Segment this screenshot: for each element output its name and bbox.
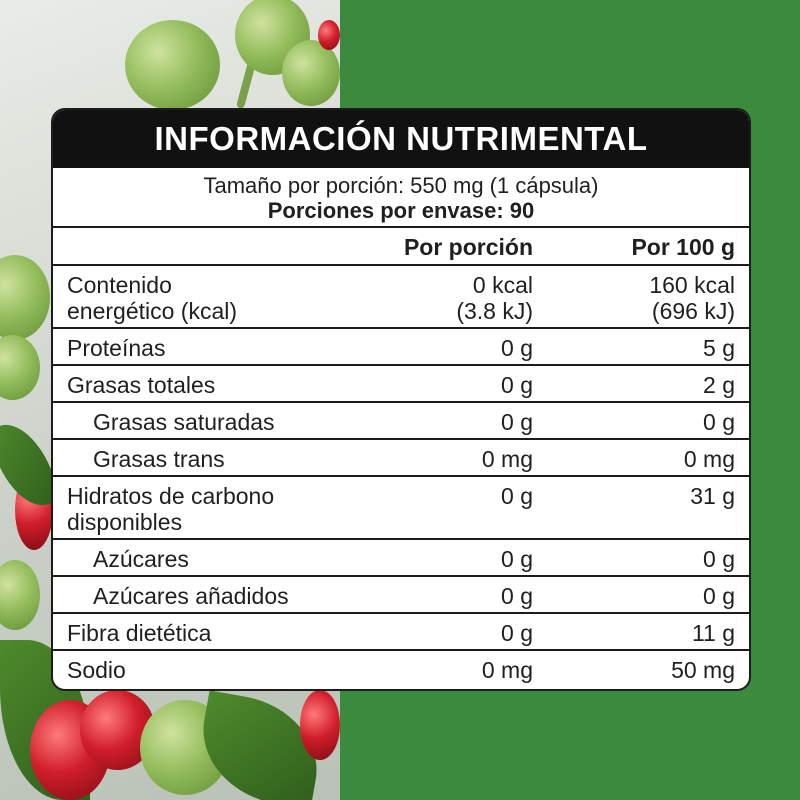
table-row-carbohydrates: Hidratos de carbono disponibles 0 g 31 g	[53, 477, 749, 540]
row-value-per-100g: 0 g	[703, 546, 735, 572]
row-value-per-serving: 0 mg	[481, 657, 533, 683]
row-label: Grasas saturadas	[93, 409, 275, 435]
table-row-saturated-fat: Grasas saturadas 0 g 0 g	[53, 403, 749, 440]
table-row-fiber: Fibra dietética 0 g 11 g	[53, 614, 749, 651]
table-row-proteins: Proteínas 0 g 5 g	[53, 329, 749, 366]
row-label: Hidratos de carbono disponibles	[67, 483, 275, 535]
row-value-per-100g: 11 g	[691, 620, 735, 646]
row-value-per-serving: 0 kcal (3.8 kJ)	[456, 272, 533, 324]
column-per-serving: Por porción	[403, 234, 533, 260]
row-label: Azúcares	[93, 546, 189, 572]
table-row-added-sugars: Azúcares añadidos 0 g 0 g	[53, 577, 749, 614]
row-value-per-100g: 50 mg	[671, 657, 735, 683]
row-label: Grasas totales	[67, 372, 216, 398]
column-header-row: Por porción Por 100 g	[53, 228, 749, 266]
serving-size: Tamaño por porción: 550 mg (1 cápsula)	[203, 173, 599, 198]
table-row-total-fat: Grasas totales 0 g 2 g	[53, 366, 749, 403]
row-label: Azúcares añadidos	[93, 583, 289, 609]
row-label: Sodio	[67, 657, 126, 683]
row-label: Fibra dietética	[67, 620, 212, 646]
row-label: Grasas trans	[93, 446, 225, 472]
table-row-trans-fat: Grasas trans 0 mg 0 mg	[53, 440, 749, 477]
row-value-per-100g: 5 g	[703, 335, 735, 361]
row-value-per-100g: 0 mg	[683, 446, 735, 472]
panel-title: INFORMACIÓN NUTRIMENTAL	[53, 110, 749, 168]
row-value-per-serving: 0 mg	[481, 446, 533, 472]
row-value-per-100g: 31 g	[690, 483, 735, 509]
row-value-per-serving: 0 g	[501, 372, 533, 398]
row-value-per-100g: 0 g	[703, 583, 735, 609]
row-value-per-serving: 0 g	[501, 335, 533, 361]
servings-per-container: Porciones por envase: 90	[267, 198, 535, 223]
table-row-sodium: Sodio 0 mg 50 mg	[53, 651, 749, 688]
nutrition-facts-panel: INFORMACIÓN NUTRIMENTAL Tamaño por porci…	[51, 108, 751, 691]
table-row-sugars: Azúcares 0 g 0 g	[53, 540, 749, 577]
row-value-per-100g: 160 kcal (696 kJ)	[649, 272, 735, 324]
table-row-energy: Contenido energético (kcal) 0 kcal (3.8 kJ…	[53, 266, 749, 329]
row-label: Contenido energético (kcal)	[67, 272, 238, 324]
row-value-per-100g: 0 g	[703, 409, 735, 435]
row-value-per-serving: 0 g	[501, 620, 533, 646]
row-value-per-serving: 0 g	[501, 546, 533, 572]
row-value-per-serving: 0 g	[501, 583, 533, 609]
row-value-per-serving: 0 g	[501, 409, 533, 435]
row-value-per-100g: 2 g	[703, 372, 735, 398]
row-label: Proteínas	[67, 335, 166, 361]
column-per-100g: Por 100 g	[631, 234, 735, 260]
row-value-per-serving: 0 g	[501, 483, 533, 509]
serving-info: Tamaño por porción: 550 mg (1 cápsula) P…	[53, 168, 749, 228]
